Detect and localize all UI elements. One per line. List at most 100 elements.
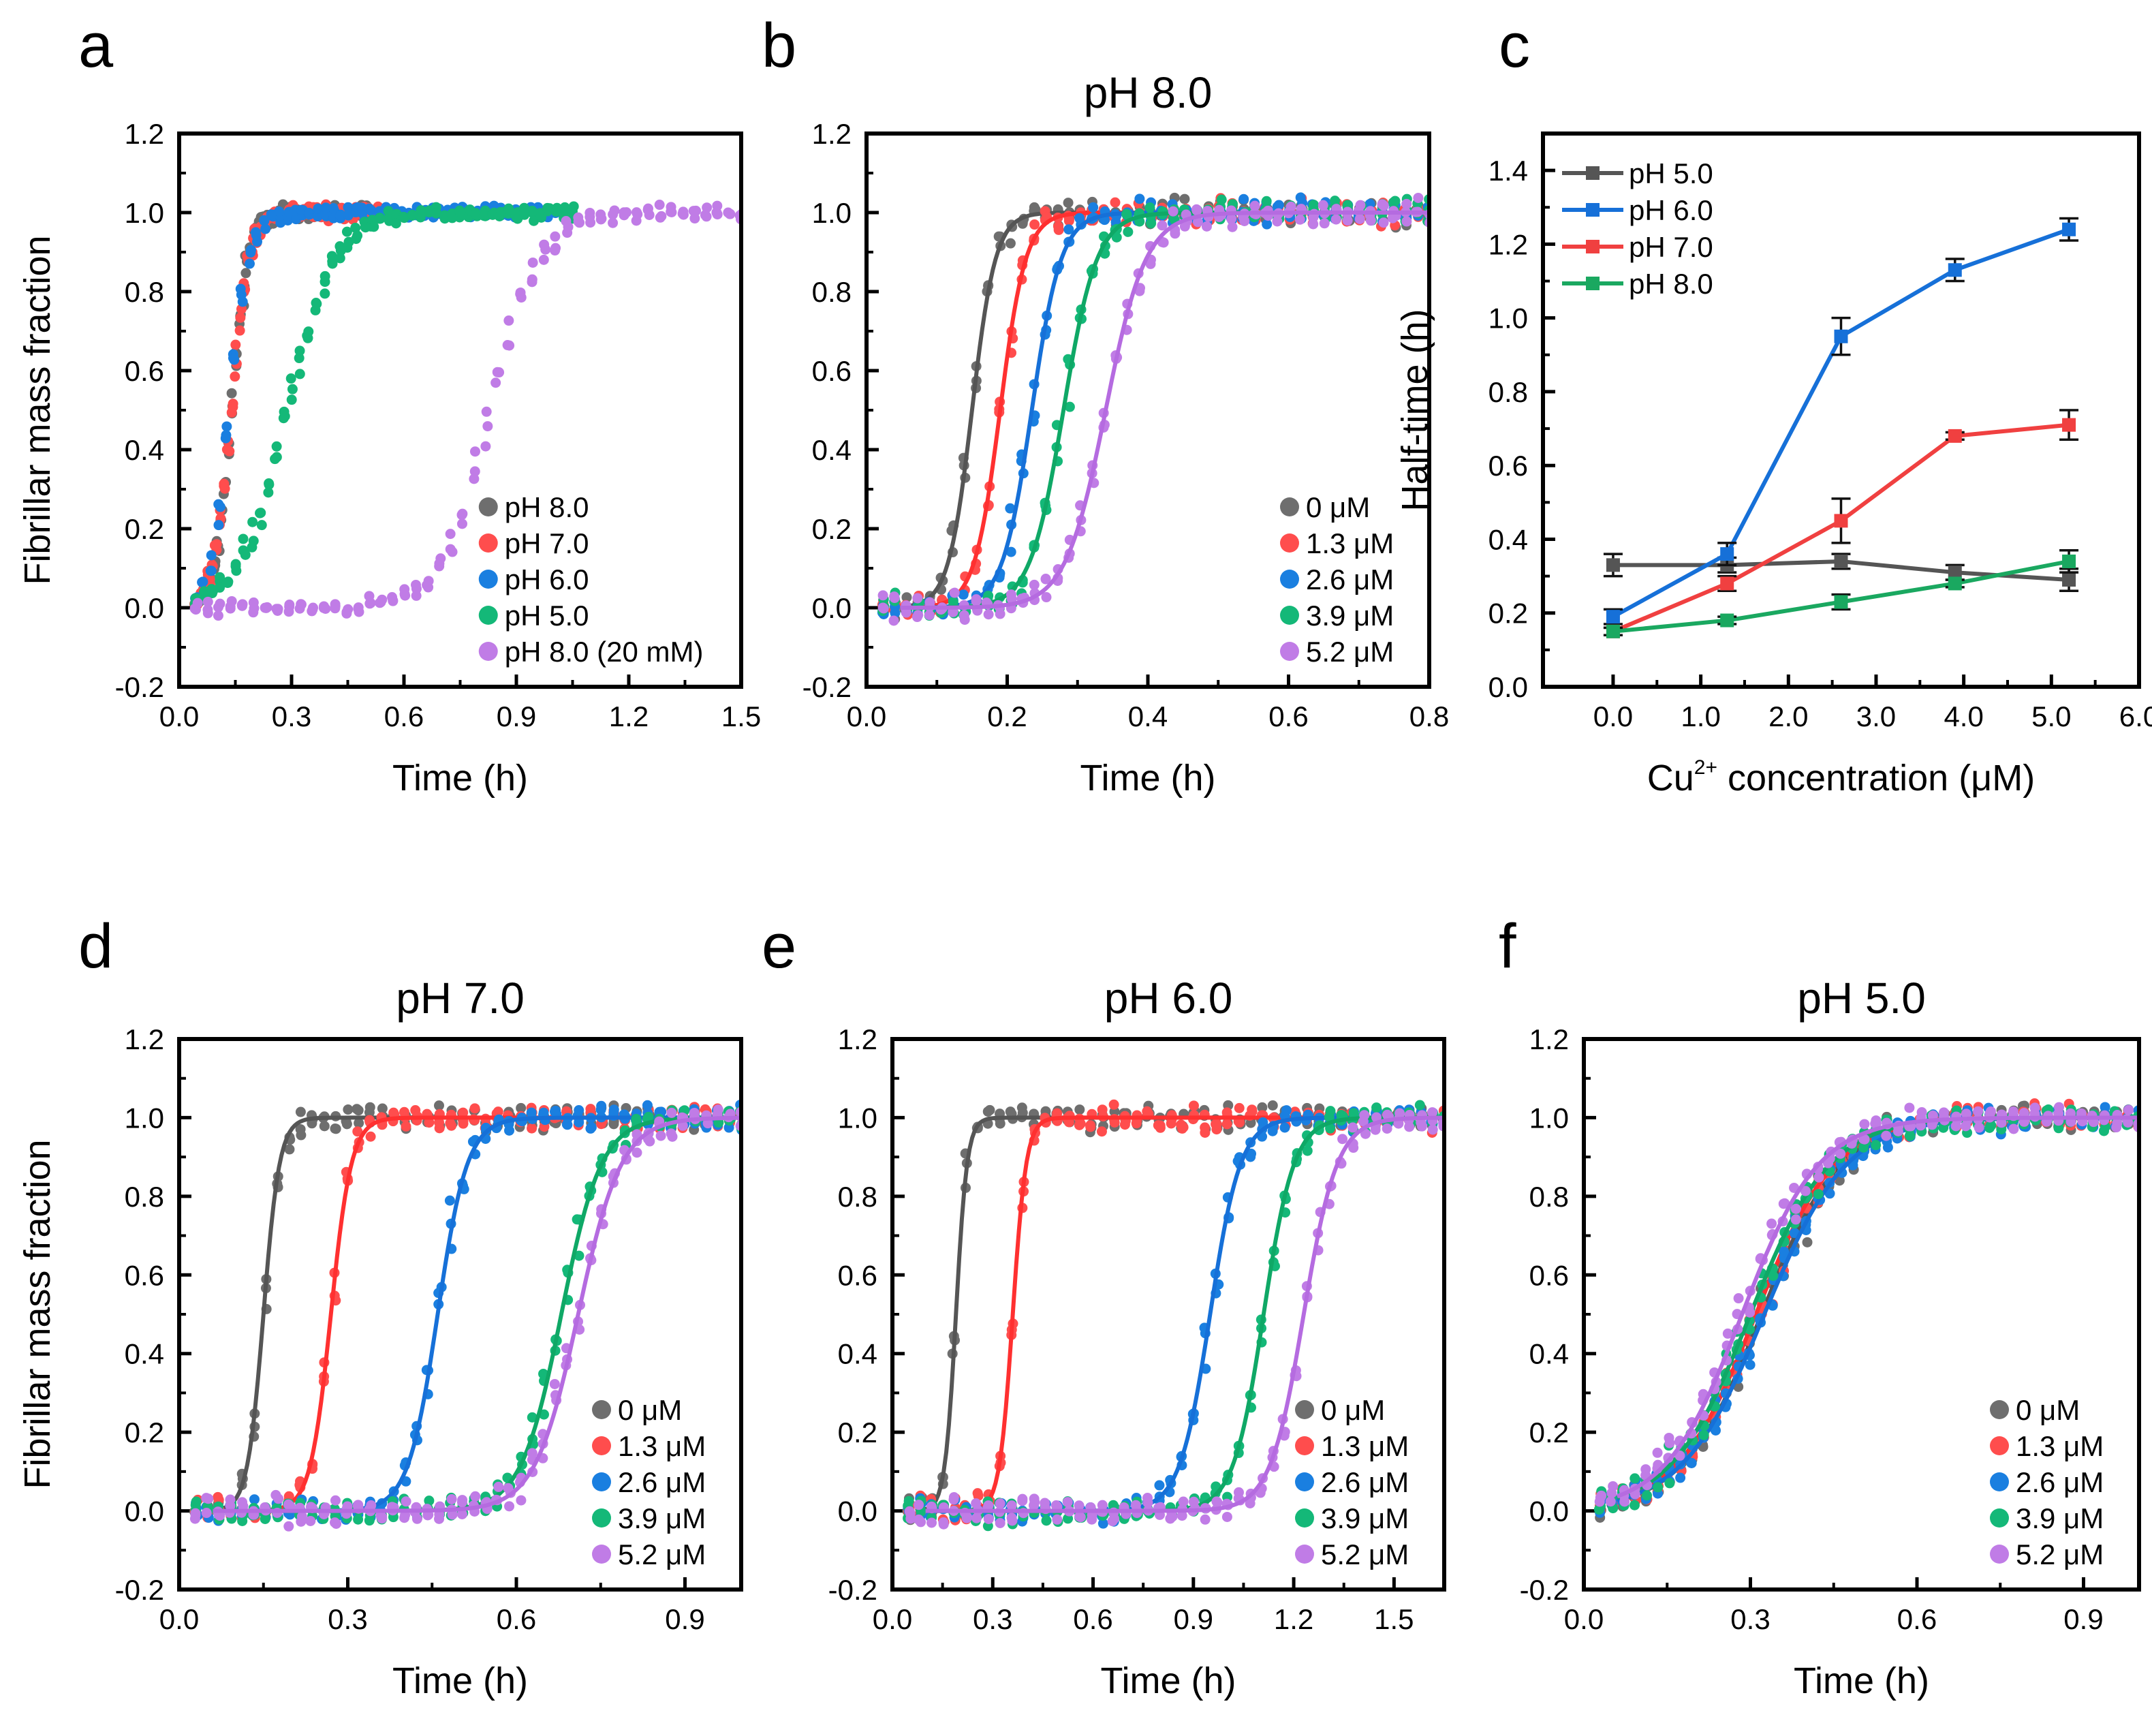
data-point (206, 588, 217, 599)
legend-label: pH 5.0 (1629, 157, 1713, 189)
data-point (1040, 574, 1051, 585)
data-point (1664, 1432, 1674, 1443)
data-point (1053, 224, 1064, 235)
plot-frame (1582, 1037, 2141, 1592)
y-tick-label: 0.6 (812, 355, 852, 387)
fit-curve (1616, 1115, 2139, 1499)
data-point (390, 218, 401, 229)
data-point (1074, 1500, 1085, 1511)
data-point (1155, 1122, 1166, 1133)
x-tick-label: 1.5 (721, 700, 761, 732)
data-point (469, 446, 480, 457)
data-point (1249, 200, 1260, 211)
data-point (245, 247, 256, 258)
y-tick-label: 1.2 (838, 1023, 877, 1055)
data-point (549, 1378, 560, 1389)
data-point (1882, 1142, 1893, 1153)
data-point (353, 1105, 364, 1116)
data-point (319, 1121, 330, 1132)
data-point (1110, 197, 1121, 208)
legend-label: 3.9 μM (2016, 1502, 2104, 1534)
y-tick-label: 0.8 (1529, 1181, 1569, 1213)
data-point (1233, 1487, 1244, 1498)
y-tick-label: 0.4 (125, 1338, 164, 1370)
data-point (1382, 1123, 1392, 1134)
legend-label: 5.2 μM (1321, 1538, 1409, 1570)
legend-label: 1.3 μM (1306, 527, 1394, 559)
data-point (249, 1494, 260, 1505)
data-point (2112, 1118, 2123, 1129)
data-point (319, 270, 330, 281)
data-point (1238, 193, 1249, 204)
panel-letter-c: c (1499, 11, 1530, 80)
data-point (294, 353, 305, 364)
y-tick-label: 0.0 (838, 1495, 877, 1528)
y-tick-label: 0.6 (1529, 1259, 1569, 1291)
legend: 0 μM 1.3 μM 2.6 μM 3.9 μM 5.2 μM (592, 1394, 706, 1570)
data-point (542, 202, 553, 213)
y-tick-label: 0.8 (812, 276, 852, 308)
data-point (516, 1495, 527, 1506)
data-point (888, 615, 899, 626)
data-point (1005, 1106, 1016, 1117)
data-point (1005, 546, 1016, 557)
data-point (561, 1119, 572, 1130)
data-point (1813, 1172, 1824, 1183)
data-point (1239, 215, 1250, 226)
data-point (1948, 576, 1962, 591)
data-point (1294, 214, 1305, 225)
data-point (550, 231, 561, 242)
data-point (1176, 1510, 1187, 1521)
data-point (256, 520, 267, 531)
data-point (399, 1513, 410, 1523)
data-point (1800, 1185, 1811, 1196)
data-point (595, 1104, 606, 1115)
data-point (1179, 221, 1190, 232)
data-point (1234, 1102, 1245, 1113)
series-ph-8.0-20-mm (189, 200, 741, 621)
data-point (1881, 1130, 1892, 1141)
y-tick-label: 0.0 (125, 1495, 164, 1528)
data-point (434, 561, 445, 572)
data-point (1414, 1100, 1425, 1111)
data-point (1154, 1480, 1165, 1491)
data-point (1330, 214, 1341, 225)
data-point (201, 1508, 212, 1519)
data-point (1074, 1104, 1085, 1115)
y-tick-label: 0.4 (1488, 523, 1528, 555)
data-point (550, 206, 561, 217)
data-point (1096, 1126, 1107, 1137)
data-point (1974, 1122, 1984, 1133)
data-point (377, 594, 388, 605)
data-point (877, 590, 888, 601)
data-point (973, 1490, 984, 1501)
data-point (905, 1513, 916, 1524)
data-point (1427, 1107, 1438, 1118)
legend-label: 5.2 μM (618, 1538, 706, 1570)
legend: 0 μM 1.3 μM 2.6 μM 3.9 μM 5.2 μM (1280, 491, 1394, 668)
data-point (959, 615, 970, 625)
y-tick-label: -0.2 (115, 1574, 164, 1606)
data-point (401, 1496, 411, 1507)
data-point (503, 204, 514, 215)
data-point (1835, 1148, 1846, 1159)
x-tick-label: 0.9 (665, 1603, 704, 1635)
data-point (206, 550, 217, 561)
data-point (1359, 1110, 1370, 1121)
legend-marker (1295, 1508, 1314, 1528)
data-point (469, 474, 480, 484)
data-point (1261, 196, 1272, 206)
data-point (1745, 1359, 1756, 1370)
data-point (608, 217, 619, 228)
series-ph-7.0 (189, 199, 391, 610)
data-point (1247, 1106, 1258, 1117)
data-point (983, 1513, 994, 1524)
data-point (1802, 1237, 1813, 1247)
data-point (422, 206, 433, 217)
data-point (914, 1500, 924, 1510)
data-point (982, 1106, 993, 1117)
data-point (456, 1509, 467, 1520)
data-point (1871, 1140, 1882, 1151)
data-point (504, 340, 515, 351)
x-tick-label: 0.3 (973, 1603, 1012, 1635)
